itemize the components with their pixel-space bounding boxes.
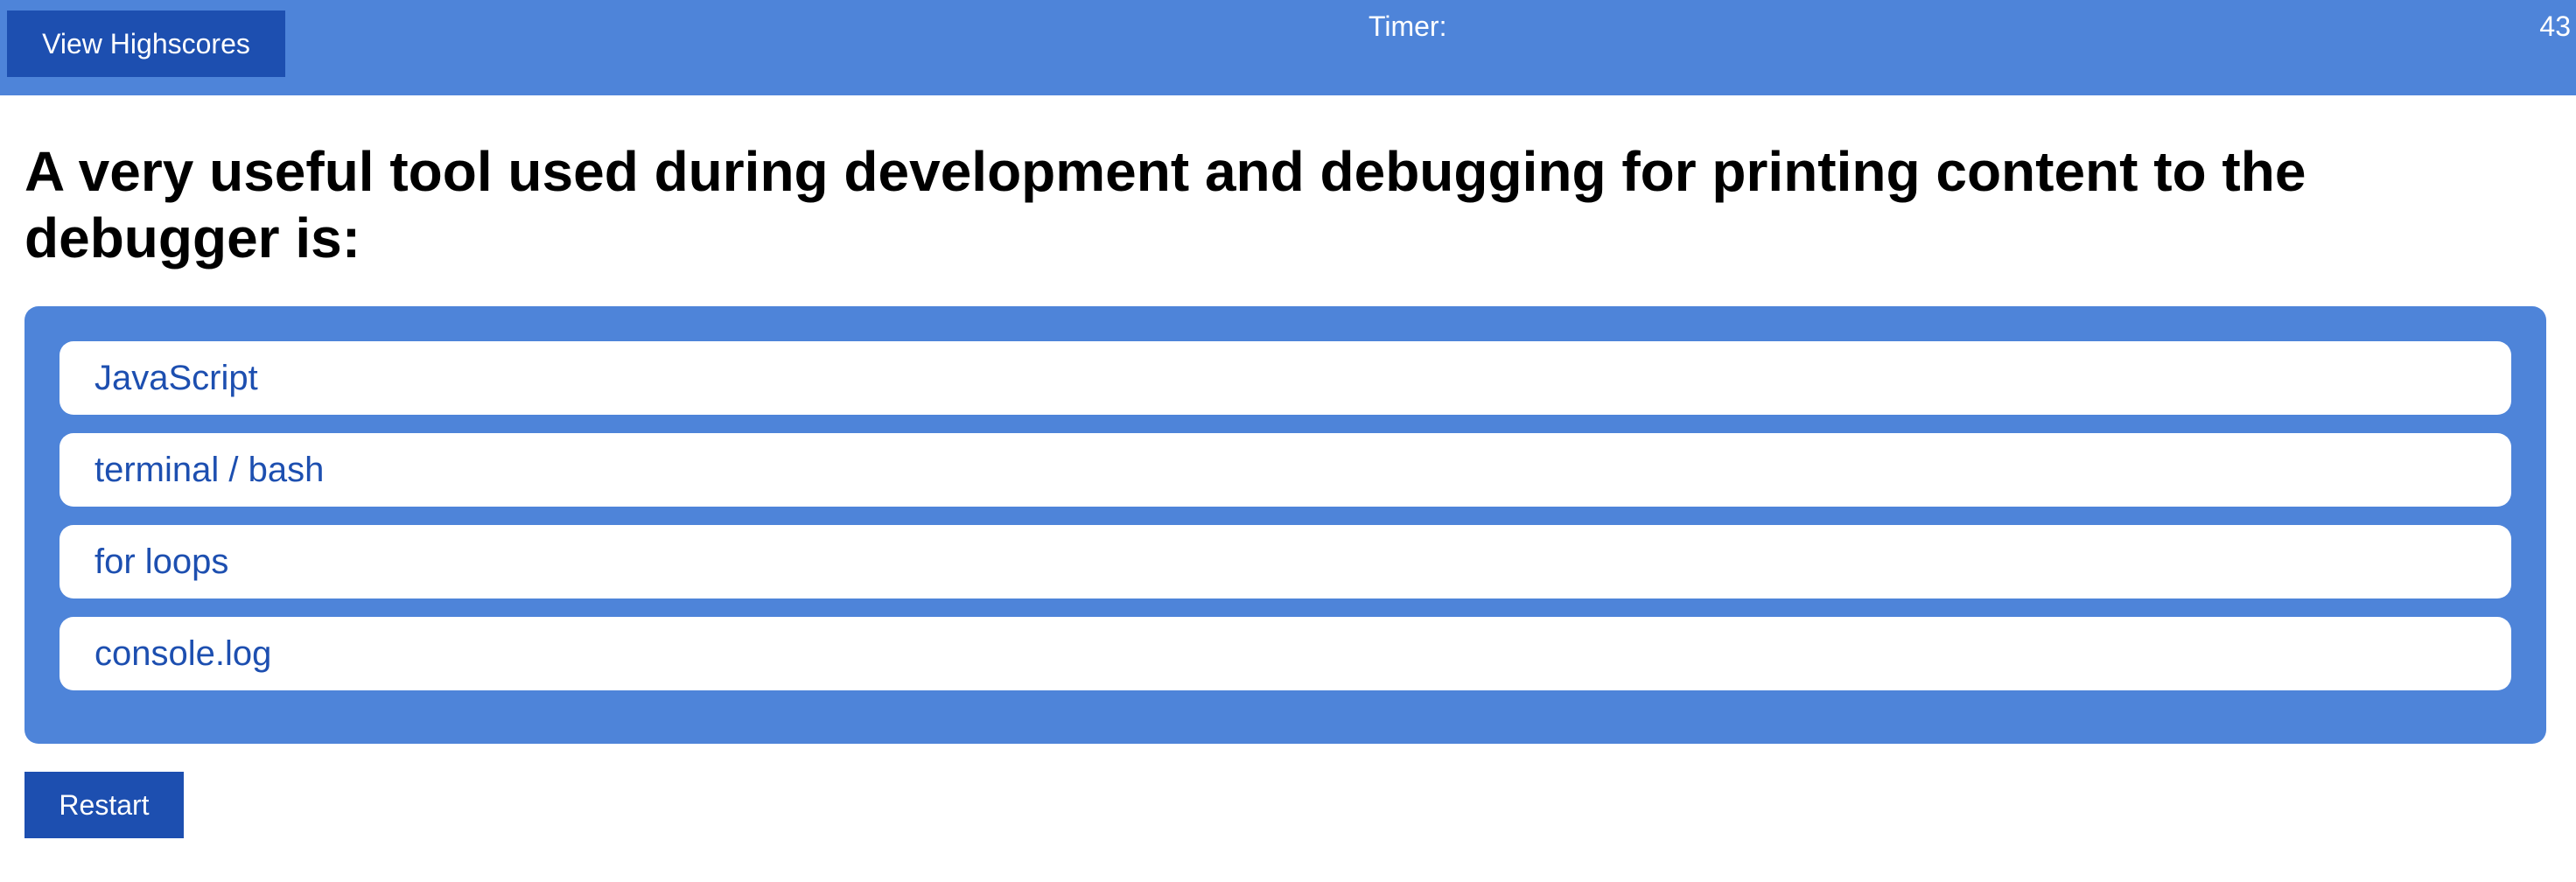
answer-option-4[interactable]: console.log (60, 617, 2511, 690)
answer-option-1[interactable]: JavaScript (60, 341, 2511, 415)
answer-option-2[interactable]: terminal / bash (60, 433, 2511, 507)
timer-value: 43 (2539, 10, 2571, 42)
view-highscores-button[interactable]: View Highscores (7, 10, 285, 77)
top-bar: View Highscores Timer: 43 (0, 0, 2576, 95)
answers-panel: JavaScript terminal / bash for loops con… (24, 306, 2546, 744)
restart-button[interactable]: Restart (24, 772, 184, 838)
answer-option-3[interactable]: for loops (60, 525, 2511, 598)
timer-label: Timer: (1368, 10, 1447, 42)
question-text: A very useful tool used during developme… (24, 140, 2306, 270)
